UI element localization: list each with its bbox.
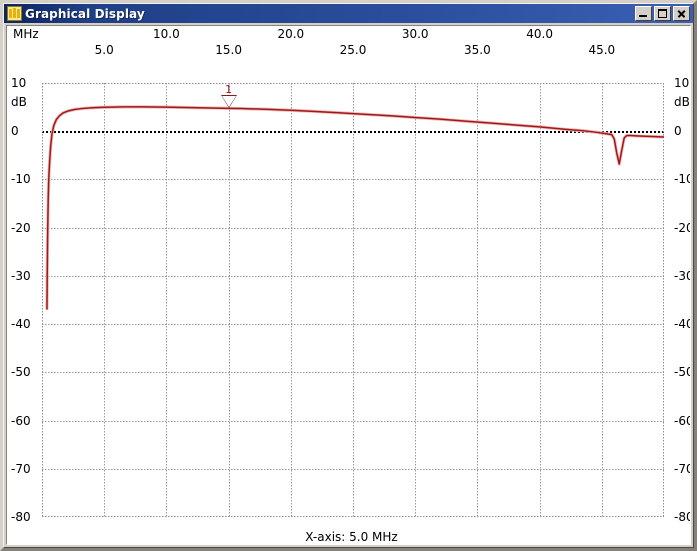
y-tick-label: 0	[674, 124, 682, 139]
y-tick-label: -50	[11, 365, 31, 380]
x-tick-label: 5.0	[94, 43, 114, 57]
filter-response-icon	[7, 6, 22, 21]
gridline-vertical	[415, 83, 416, 517]
gridline-horizontal	[42, 179, 664, 180]
close-button[interactable]	[673, 6, 690, 21]
x-tick-label: 10.0	[153, 27, 180, 41]
y-axis-unit-label: dB	[11, 95, 27, 109]
gridline-vertical	[104, 83, 105, 517]
y-tick-label: 10	[11, 76, 27, 90]
gridline-vertical	[166, 83, 167, 517]
gridline-horizontal	[42, 228, 664, 229]
minimize-button[interactable]	[635, 6, 652, 21]
y-tick-label: 0	[11, 124, 19, 139]
gridline-vertical	[229, 83, 230, 517]
y-tick-label: -20	[11, 220, 31, 235]
y-tick-label: -20	[674, 220, 690, 235]
graph-client-area: MHz 10.0 20.0 30.0 40.0 5.0 15.0 25.0 35.0 45.0…	[6, 25, 691, 545]
gridline-vertical	[291, 83, 292, 517]
y-tick-label: -70	[11, 461, 31, 476]
status-text: X-axis: 5.0 MHz	[305, 530, 398, 544]
window-controls	[635, 6, 690, 21]
y-tick-label: -30	[11, 268, 31, 283]
window-title: Graphical Display	[25, 6, 145, 21]
maximize-button[interactable]	[654, 6, 671, 21]
marker-label: 1	[225, 83, 233, 96]
gridline-horizontal	[42, 324, 664, 325]
gridline-horizontal	[42, 372, 664, 373]
gridline-horizontal	[42, 421, 664, 422]
response-trace	[45, 105, 665, 310]
y-tick-label: -60	[674, 413, 690, 428]
gridline-horizontal	[42, 276, 664, 277]
y-axis-unit-label: dB	[674, 95, 690, 109]
graph-root: MHz 10.0 20.0 30.0 40.0 5.0 15.0 25.0 35.0 45.0…	[7, 26, 690, 544]
x-axis-unit-label: MHz	[13, 27, 39, 41]
x-tick-label: 45.0	[588, 43, 616, 57]
x-tick-label: 20.0	[277, 27, 305, 41]
trace-line	[46, 106, 665, 310]
x-tick-label: 40.0	[526, 27, 553, 41]
zero-db-reference-line	[42, 131, 664, 133]
y-tick-label: 10	[674, 76, 690, 90]
window-inner-frame: Graphical Display MHz 10.0 20.0 30.0 40.0 5…	[3, 3, 694, 548]
gridline-vertical	[540, 83, 541, 517]
gridline-horizontal	[42, 469, 664, 470]
x-tick-label: 15.0	[215, 43, 242, 57]
y-tick-label: -10	[11, 172, 31, 187]
marker-triangle-inner-icon	[221, 96, 236, 107]
y-tick-label: -10	[674, 172, 690, 187]
x-tick-label: 30.0	[401, 27, 429, 41]
y-tick-label: -50	[674, 365, 690, 380]
gridline-vertical	[353, 83, 354, 517]
plot-area[interactable]	[42, 83, 665, 517]
y-tick-label: -80	[11, 510, 31, 524]
gridline-vertical	[602, 83, 603, 517]
trace-halo	[45, 105, 665, 310]
y-tick-label: -60	[11, 413, 31, 428]
y-tick-label: -30	[674, 268, 690, 283]
y-tick-label: -70	[674, 461, 690, 476]
x-tick-label: 35.0	[464, 43, 491, 57]
gridline-vertical	[477, 83, 478, 517]
y-tick-label: -40	[11, 317, 31, 332]
y-tick-label: -40	[674, 317, 690, 332]
title-bar[interactable]: Graphical Display	[4, 4, 693, 23]
y-tick-label: -80	[674, 510, 690, 524]
x-tick-label: 25.0	[339, 43, 367, 57]
